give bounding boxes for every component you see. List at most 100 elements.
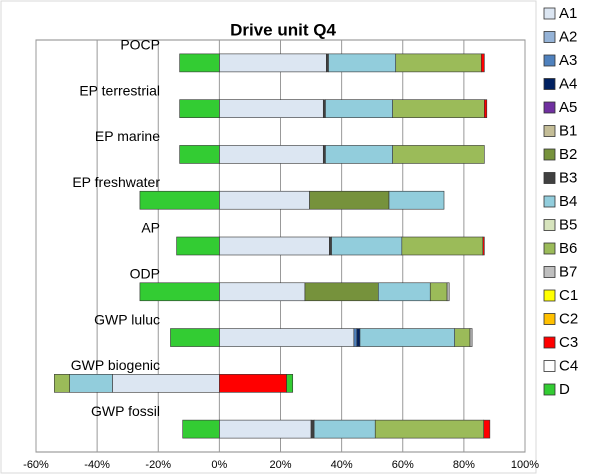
bar-segment [182,419,220,439]
y-tick-label: AP [141,220,160,236]
legend-label: B7 [559,263,577,280]
bar-segment [176,236,220,256]
legend-swatch [543,219,556,231]
bar-segment [483,419,491,439]
x-tick-label: 80% [453,459,475,471]
x-tick-label: 0% [211,459,227,471]
bar-segment [304,282,379,302]
bar-segment [374,419,485,439]
bar-segment [484,99,488,118]
x-tick-label: -20% [145,459,171,471]
bar-segment [482,236,485,256]
bar-segment [112,374,220,393]
bar-segment [313,419,376,439]
bar-segment [309,190,390,210]
bar-segment [139,190,220,210]
bar-segment [331,236,403,256]
y-tick-label: POCP [120,37,160,53]
bar-segment [359,328,456,347]
y-tick-label: EP marine [95,128,160,144]
legend-swatch [543,148,556,161]
bar-segment [170,328,220,347]
bar-segment [454,328,471,347]
bar-segment [388,190,445,210]
bar-segment [54,374,70,393]
legend-label: A3 [559,52,577,69]
bar-segment [69,374,113,393]
bar-segment [325,99,393,118]
legend-swatch [543,54,556,67]
legend-swatch [543,78,556,90]
bar-segment [322,145,326,164]
bar-segment [179,99,220,118]
bar-segment [219,236,330,256]
bar-segment [139,282,220,302]
legend-label: A5 [559,99,577,116]
legend-label: B3 [559,169,577,186]
bar-segment [353,328,358,347]
legend-label: A1 [559,5,577,22]
bar-segment [219,190,310,210]
bar-segment [219,419,312,439]
legend-swatch [543,31,556,43]
y-tick-label: GWP luluc [94,311,160,327]
legend-swatch [543,172,556,184]
legend-label: C3 [559,334,578,351]
bar-segment [219,282,306,302]
bar-segment [328,53,397,73]
legend-swatch [543,101,556,114]
bar-segment [446,282,450,302]
bar-segment [179,145,220,164]
bar-segment [429,282,448,302]
x-tick-label: 100% [511,459,539,471]
legend-swatch [543,242,556,255]
bar-segment [392,145,485,164]
y-tick-label: ODP [130,265,160,281]
bar-segment [392,99,485,118]
legend-swatch [543,289,556,302]
legend-label: C4 [559,357,578,374]
legend-swatch [543,336,556,349]
bar-segment [377,282,431,302]
y-tick-label: GWP fossil [91,403,160,419]
legend-label: A2 [559,28,577,45]
bar-segment [219,53,327,73]
bar-segment [395,53,482,73]
bar-segment [356,328,361,347]
bar-segment [286,374,294,393]
bar-segment [219,328,355,347]
bar-segment [480,53,485,73]
y-tick-label: EP freshwater [72,174,160,190]
legend-label: A4 [559,75,577,92]
bar-segment [325,145,393,164]
x-tick-label: 60% [392,459,414,471]
chart-title: Drive unit Q4 [230,20,336,39]
x-tick-label: -60% [23,459,49,471]
x-tick-label: 40% [331,459,353,471]
bar-segment [326,53,329,73]
legend-swatch [543,195,556,208]
legend-label: B2 [559,146,577,163]
legend-swatch [543,383,556,396]
legend-swatch [543,360,556,372]
x-tick-label: -40% [84,459,110,471]
legend-label: B1 [559,122,577,139]
bar-segment [310,419,315,439]
bar-segment [401,236,484,256]
legend-label: D [559,381,570,398]
legend-label: C1 [559,287,578,304]
bar-segment [469,328,473,347]
bar-segment [329,236,332,256]
bar-segment [322,99,326,118]
legend-label: B4 [559,193,577,210]
legend-label: B5 [559,216,577,233]
legend-swatch [543,266,556,278]
y-tick-label: GWP biogenic [71,357,160,373]
bar-segment [219,145,324,164]
y-tick-label: EP terrestrial [79,82,160,98]
legend-swatch [543,7,556,20]
legend-swatch [543,125,556,137]
legend-swatch [543,313,556,325]
